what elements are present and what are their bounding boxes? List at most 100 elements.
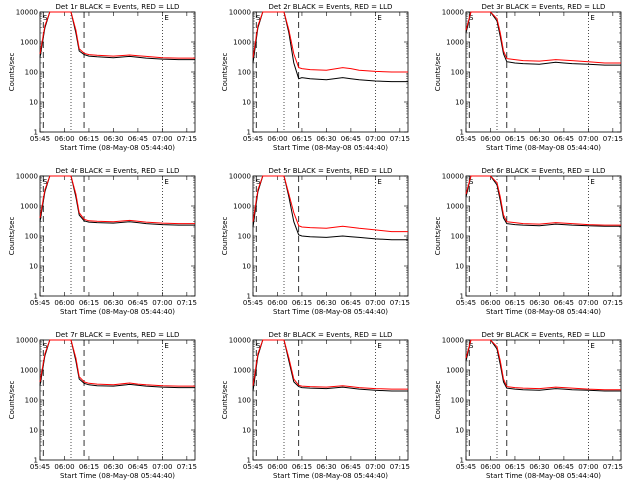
plot-frame bbox=[465, 175, 622, 297]
x-tick-label: 06:30 bbox=[316, 299, 336, 307]
x-tick-label: 06:30 bbox=[103, 299, 123, 307]
x-tick-label: 07:15 bbox=[177, 135, 197, 143]
detector-panel-1: Det 1r BLACK = Events, RED = LLD 1 10 100 10… bbox=[8, 3, 197, 152]
x-tick-label: 05:45 bbox=[30, 135, 50, 143]
y-tick-label: 10 bbox=[29, 99, 38, 107]
y-tick-label: 1000 bbox=[446, 39, 464, 47]
y-tick-label: 1 bbox=[34, 457, 38, 465]
y-tick-label: 1000 bbox=[20, 367, 38, 375]
y-tick-label: 1 bbox=[247, 129, 251, 137]
panel-title: Det 2r BLACK = Events, RED = LLD bbox=[269, 3, 393, 11]
y-tick-label: 10000 bbox=[442, 9, 464, 17]
x-tick-label: 06:15 bbox=[79, 135, 99, 143]
x-tick-label: 06:45 bbox=[554, 135, 574, 143]
x-tick-label: 06:30 bbox=[103, 135, 123, 143]
x-tick-label: 07:00 bbox=[365, 135, 385, 143]
y-tick-label: 100 bbox=[451, 69, 464, 77]
series-line-lld bbox=[252, 11, 408, 73]
series-line-lld bbox=[39, 11, 195, 59]
y-tick-label: 1000 bbox=[233, 367, 251, 375]
x-tick-label: 06:45 bbox=[128, 299, 148, 307]
x-tick-label: 07:00 bbox=[578, 463, 598, 471]
x-tick-label: 07:00 bbox=[365, 299, 385, 307]
x-tick-label: 05:45 bbox=[243, 299, 263, 307]
panel-title: Det 3r BLACK = Events, RED = LLD bbox=[482, 3, 606, 11]
end-marker-label: E bbox=[164, 178, 168, 186]
x-tick-label: 06:15 bbox=[292, 463, 312, 471]
x-tick-label: 05:45 bbox=[456, 135, 476, 143]
end-marker-label: E bbox=[377, 14, 381, 22]
panel-title: Det 1r BLACK = Events, RED = LLD bbox=[56, 3, 180, 11]
plot-frame bbox=[465, 11, 622, 133]
series-line-lld bbox=[465, 11, 621, 64]
x-tick-label: 07:00 bbox=[152, 135, 172, 143]
x-tick-label: 07:15 bbox=[603, 299, 623, 307]
x-tick-label: 07:00 bbox=[578, 135, 598, 143]
x-tick-label: 06:00 bbox=[267, 463, 287, 471]
y-tick-label: 100 bbox=[25, 233, 38, 241]
x-tick-label: 06:00 bbox=[480, 463, 500, 471]
start-marker-label: S bbox=[43, 14, 48, 22]
plot-frame bbox=[252, 175, 409, 297]
detector-panel-5: Det 5r BLACK = Events, RED = LLD 1 10 100 10… bbox=[221, 167, 410, 316]
y-tick-label: 10000 bbox=[16, 337, 38, 345]
x-tick-label: 06:45 bbox=[128, 463, 148, 471]
start-marker-label: S bbox=[43, 342, 48, 350]
series-line-lld bbox=[39, 175, 195, 225]
x-tick-label: 06:15 bbox=[505, 135, 525, 143]
x-tick-label: 05:45 bbox=[30, 299, 50, 307]
y-tick-label: 10 bbox=[29, 263, 38, 271]
y-tick-label: 100 bbox=[25, 69, 38, 77]
end-marker-label: E bbox=[377, 178, 381, 186]
y-axis-label: Counts/sec bbox=[221, 381, 229, 420]
end-marker-label: E bbox=[590, 178, 594, 186]
y-tick-label: 1000 bbox=[233, 39, 251, 47]
start-marker-label: S bbox=[469, 342, 474, 350]
detector-panel-8: Det 8r BLACK = Events, RED = LLD 1 10 100 10… bbox=[221, 331, 410, 480]
y-tick-label: 1 bbox=[247, 457, 251, 465]
plot-frame bbox=[39, 339, 196, 461]
x-tick-label: 07:15 bbox=[603, 135, 623, 143]
x-tick-label: 06:45 bbox=[341, 299, 361, 307]
y-tick-label: 10000 bbox=[229, 173, 251, 181]
y-tick-label: 1 bbox=[460, 129, 464, 137]
y-tick-label: 10000 bbox=[16, 173, 38, 181]
y-tick-label: 1000 bbox=[20, 39, 38, 47]
x-tick-label: 07:15 bbox=[390, 135, 410, 143]
y-tick-label: 10 bbox=[242, 427, 251, 435]
x-tick-label: 07:15 bbox=[177, 299, 197, 307]
x-axis-label: Start Time (08-May-08 05:44:40) bbox=[273, 472, 388, 480]
x-tick-label: 06:00 bbox=[54, 135, 74, 143]
start-marker-label: S bbox=[43, 178, 48, 186]
plot-frame bbox=[252, 339, 409, 461]
x-tick-label: 06:15 bbox=[292, 135, 312, 143]
x-tick-label: 06:00 bbox=[267, 135, 287, 143]
panel-title: Det 7r BLACK = Events, RED = LLD bbox=[56, 331, 180, 339]
series-line-events bbox=[252, 175, 408, 241]
y-axis-label: Counts/sec bbox=[434, 217, 442, 256]
y-tick-label: 1 bbox=[247, 293, 251, 301]
x-axis-label: Start Time (08-May-08 05:44:40) bbox=[486, 144, 601, 152]
y-tick-label: 10 bbox=[455, 427, 464, 435]
x-tick-label: 06:45 bbox=[554, 299, 574, 307]
plot-frame bbox=[39, 11, 196, 133]
series-line-events bbox=[39, 11, 195, 61]
y-tick-label: 1000 bbox=[446, 203, 464, 211]
start-marker-label: S bbox=[256, 14, 261, 22]
x-tick-label: 06:30 bbox=[316, 463, 336, 471]
detector-panel-7: Det 7r BLACK = Events, RED = LLD 1 10 100 10… bbox=[8, 331, 197, 480]
x-tick-label: 06:15 bbox=[505, 299, 525, 307]
x-tick-label: 06:15 bbox=[79, 299, 99, 307]
x-tick-label: 07:00 bbox=[365, 463, 385, 471]
y-tick-label: 100 bbox=[238, 397, 251, 405]
x-axis-label: Start Time (08-May-08 05:44:40) bbox=[60, 472, 175, 480]
x-tick-label: 05:45 bbox=[30, 463, 50, 471]
x-tick-label: 06:00 bbox=[54, 299, 74, 307]
series-line-events bbox=[465, 11, 621, 66]
start-marker-label: S bbox=[256, 342, 261, 350]
panel-title: Det 6r BLACK = Events, RED = LLD bbox=[482, 167, 606, 175]
x-tick-label: 06:00 bbox=[480, 135, 500, 143]
x-axis-label: Start Time (08-May-08 05:44:40) bbox=[273, 144, 388, 152]
x-tick-label: 06:45 bbox=[128, 135, 148, 143]
x-tick-label: 07:00 bbox=[152, 299, 172, 307]
